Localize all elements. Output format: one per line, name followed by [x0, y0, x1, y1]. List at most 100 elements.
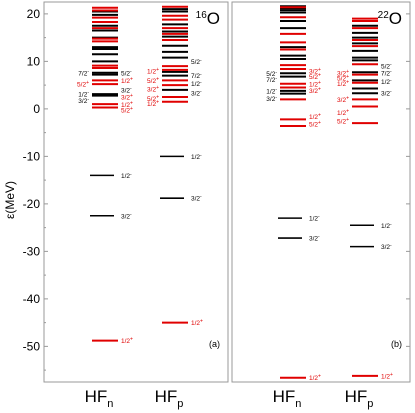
level-label-spin: 1/2	[381, 373, 390, 380]
panel-tag-a: (a)	[209, 339, 220, 349]
panel-frames	[43, 1, 411, 383]
level-label-parity: -	[130, 69, 132, 75]
level-label: 3/2-	[121, 212, 132, 221]
level-label-spin: 3/2	[121, 87, 130, 94]
level-label-parity: -	[275, 75, 277, 81]
level-label-spin: 5/2	[337, 76, 346, 83]
level-label-spin: 1/2	[191, 154, 200, 161]
level-label: 3/2+	[309, 67, 321, 76]
level-label: 1/2-	[381, 221, 392, 230]
level-label-spin: 5/2	[77, 82, 86, 89]
level-label: 3/2+	[121, 93, 133, 102]
level-label: 1/2+	[121, 101, 133, 110]
level-label: 3/2-	[381, 89, 392, 98]
level-label-spin: 5/2	[381, 64, 390, 71]
level-label-parity: -	[275, 69, 277, 75]
level-label-spin: 7/2	[266, 77, 275, 84]
level-label-parity: -	[87, 96, 89, 102]
level-label-spin: 3/2	[121, 95, 130, 102]
level-label-spin: 5/2	[147, 96, 156, 103]
level-label: 1/2+	[309, 112, 321, 121]
level-label-spin: 3/2	[337, 70, 346, 77]
level-label-parity: -	[275, 94, 277, 100]
level-label: 5/2+	[147, 76, 159, 85]
level-label-parity: +	[130, 337, 133, 343]
level-label-spin: 1/2	[191, 81, 200, 88]
level-label-spin: 7/2	[78, 70, 87, 77]
level-label-parity: -	[318, 214, 320, 220]
level-label-parity: +	[346, 69, 349, 75]
nucleus-symbol: O	[389, 9, 402, 28]
column-label-sub: n	[295, 398, 301, 410]
y-tick-label: -50	[23, 339, 41, 353]
level-label-spin: 5/2	[121, 70, 130, 77]
level-label: 1/2-	[266, 87, 277, 96]
level-label-spin: 1/2	[121, 338, 130, 345]
level-label: 7/2-	[78, 69, 89, 78]
y-tick-label: -40	[23, 292, 41, 306]
level-label-spin: 5/2	[191, 59, 200, 66]
level-label: 5/2+	[309, 73, 321, 82]
level-label: 1/2+	[147, 100, 159, 109]
level-label-parity: +	[156, 67, 159, 73]
column-label-main: HF	[155, 387, 178, 406]
level-label: 3/2-	[121, 86, 132, 95]
y-tick-label: -20	[23, 197, 41, 211]
level-label-parity: +	[390, 372, 393, 378]
level-label: 3/2-	[381, 243, 392, 252]
level-label-parity: +	[318, 73, 321, 79]
nucleus-label-a: 16O	[196, 9, 220, 28]
level-label-parity: -	[390, 89, 392, 95]
level-label: 5/2+	[77, 80, 89, 89]
level-label: 7/2-	[381, 69, 392, 78]
level-label-spin: 3/2	[147, 86, 156, 93]
y-axis-label: ε(MeV)	[3, 181, 17, 219]
level-label: 1/2+	[337, 80, 349, 89]
level-label-spin: 5/2	[121, 107, 130, 114]
nucleus-symbol: O	[207, 9, 220, 28]
level-label: 3/2-	[309, 234, 320, 243]
level-label: 3/2+	[309, 86, 321, 95]
level-label-spin: 3/2	[337, 97, 346, 104]
column-label-sub: p	[367, 398, 373, 410]
level-label-spin: 5/2	[309, 74, 318, 81]
column-label-main: HF	[273, 387, 296, 406]
level-label-spin: 1/2	[309, 82, 318, 89]
level-label: 5/2-	[121, 69, 132, 78]
y-tick-label: -30	[23, 244, 41, 258]
level-label: 1/2-	[381, 77, 392, 86]
level-label-parity: -	[200, 57, 202, 63]
column-label-sub: n	[107, 398, 113, 410]
y-tick-label: 10	[27, 54, 41, 68]
level-label-spin: 3/2	[381, 244, 390, 251]
level-label: 1/2+	[337, 109, 349, 118]
level-label: 1/2-	[191, 80, 202, 89]
level-label-parity: -	[390, 62, 392, 68]
level-label: 1/2+	[121, 337, 133, 346]
level-label: 3/2-	[191, 89, 202, 98]
level-label-parity: +	[130, 93, 133, 99]
level-label-parity: -	[200, 80, 202, 86]
column-label-p: HFp	[345, 387, 374, 410]
level-label-parity: +	[200, 319, 203, 325]
level-label: 1/2+	[147, 67, 159, 76]
level-label-parity: -	[200, 89, 202, 95]
level-label-spin: 3/2	[309, 236, 318, 243]
level-label-parity: -	[130, 86, 132, 92]
level-label-spin: 3/2	[309, 68, 318, 75]
level-label-parity: -	[390, 221, 392, 227]
level-label-parity: +	[130, 101, 133, 107]
y-tick-label: -10	[23, 149, 41, 163]
level-label: 3/2+	[337, 69, 349, 78]
level-label: 1/2-	[309, 214, 320, 223]
panel-frame-a	[43, 1, 229, 383]
level-label-parity: -	[87, 90, 89, 96]
level-label-spin: 1/2	[121, 173, 130, 180]
level-label-parity: +	[346, 74, 349, 80]
level-label: 5/2+	[309, 120, 321, 129]
level-label-spin: 3/2	[78, 98, 87, 105]
energy-levels	[90, 5, 378, 379]
level-label-spin: 3/2	[191, 196, 200, 203]
